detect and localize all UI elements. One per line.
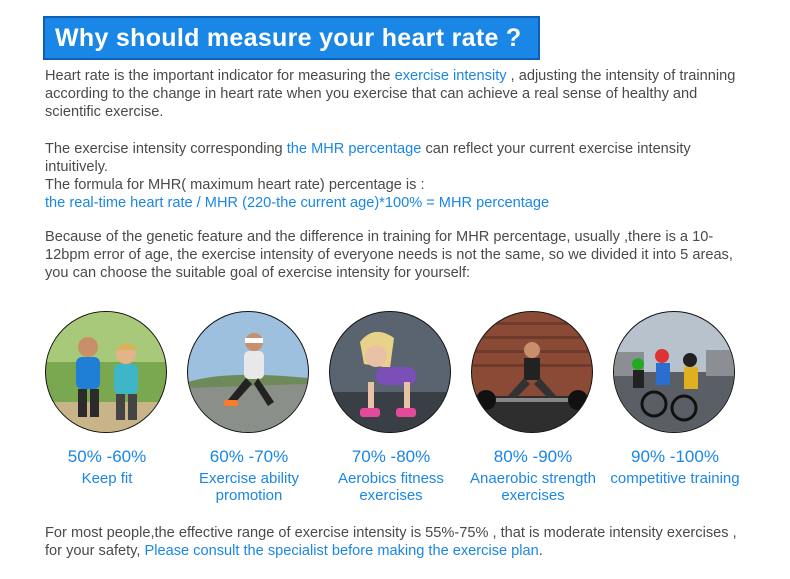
zone-5-range: 90% -100% <box>631 447 719 466</box>
genetic-text: Because of the genetic feature and the d… <box>45 229 733 281</box>
zone-1-photo <box>46 312 166 432</box>
intro-text-start: Heart rate is the important indicator fo… <box>45 68 395 84</box>
footer-paragraph: For most people,the effective range of e… <box>45 524 750 560</box>
zone-4-name: Anaerobic strength exercises <box>470 470 596 504</box>
mhr-text-start: The exercise intensity corresponding <box>45 141 287 157</box>
intro-paragraph: Heart rate is the important indicator fo… <box>45 67 750 121</box>
zone-1-range: 50% -60% <box>67 447 147 466</box>
footer-text-start: For most people,the effective range of e… <box>45 525 737 559</box>
footer-text-end: . <box>538 543 543 559</box>
zone-2-photo <box>188 312 308 432</box>
genetic-paragraph: Because of the genetic feature and the d… <box>45 228 750 282</box>
mhr-formula: the real-time heart rate / MHR (220-the … <box>45 195 550 211</box>
mhr-percentage-highlight: the MHR percentage <box>286 141 422 157</box>
zone-3-name: Aerobics fitness exercises <box>338 470 444 504</box>
mhr-paragraph: The exercise intensity corresponding the… <box>45 140 750 212</box>
zone-5-name: competitive training <box>610 470 740 487</box>
zone-4-photo <box>472 312 592 432</box>
zone-2-name: Exercise ability promotion <box>198 470 300 504</box>
intro-text-end: , adjusting the intensity of trainning a… <box>45 68 736 120</box>
zone-1-name: Keep fit <box>81 470 133 487</box>
formula-label: The formula for MHR( maximum heart rate)… <box>45 177 425 193</box>
consult-specialist-highlight: Please consult the specialist before mak… <box>144 543 539 559</box>
zone-3-photo <box>330 312 450 432</box>
exercise-intensity-highlight: exercise intensity <box>394 68 507 84</box>
zone-4-range: 80% -90% <box>493 447 573 466</box>
zone-2-range: 60% -70% <box>209 447 289 466</box>
zone-3-range: 70% -80% <box>351 447 431 466</box>
page-title: Why should measure your heart rate ? <box>55 24 522 52</box>
title-banner: Why should measure your heart rate ? <box>43 16 540 60</box>
zone-5-photo <box>614 312 734 432</box>
mhr-text-end: can reflect your current exercise intens… <box>45 141 691 175</box>
